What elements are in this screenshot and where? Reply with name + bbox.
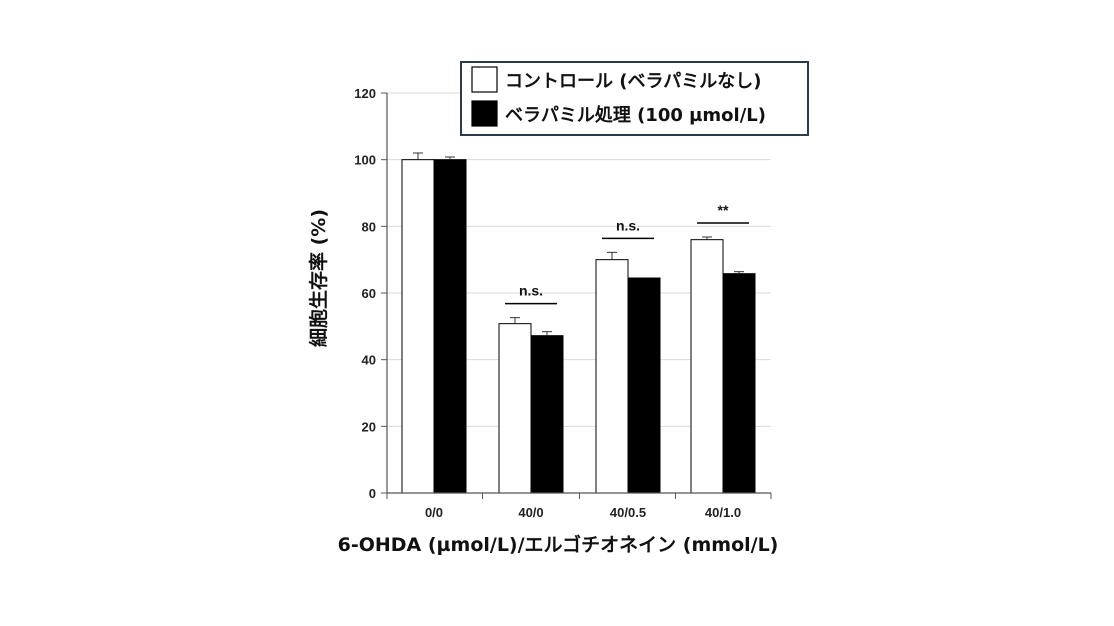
significance-annotations: n.s. n.s. ** — [505, 202, 749, 305]
error-bars — [413, 152, 744, 336]
legend-label: コントロール (ベラパミルなし) — [505, 71, 762, 92]
bar-verapamil — [530, 335, 564, 494]
x-tick-label: 0/0 — [425, 505, 443, 520]
legend-swatch — [471, 66, 498, 93]
bar-control — [498, 323, 532, 494]
bar-control — [401, 159, 435, 494]
significance-label: ** — [718, 202, 729, 218]
x-tick-label: 40/1.0 — [705, 505, 741, 520]
y-tick-label: 80 — [362, 219, 376, 234]
x-tick-label: 40/0.5 — [610, 505, 646, 520]
bar-verapamil — [433, 159, 467, 494]
y-tick-label: 120 — [354, 86, 376, 101]
legend-swatch — [471, 100, 498, 127]
significance-label: n.s. — [616, 217, 640, 233]
bar-verapamil — [627, 277, 661, 494]
y-tick-label: 0 — [369, 486, 376, 501]
y-tick-label: 20 — [362, 419, 376, 434]
bar-control — [595, 259, 629, 494]
legend: コントロール (ベラパミルなし) ベラパミル処理 (100 µmol/L) — [460, 61, 809, 136]
x-axis-title: 6-OHDA (µmol/L)/エルゴチオネイン (mmol/L) — [338, 533, 779, 556]
axes: 0 20 40 60 80 100 120 0/0 40/0 40/0.5 40/1.0 — [354, 86, 772, 520]
bars — [401, 159, 756, 494]
y-tick-label: 100 — [354, 153, 376, 168]
significance-label: n.s. — [519, 283, 543, 299]
y-axis-title: 細胞生存率 (%) — [307, 209, 330, 347]
y-tick-label: 60 — [362, 286, 376, 301]
bar-control — [690, 239, 724, 494]
x-tick-label: 40/0 — [518, 505, 543, 520]
bar-verapamil — [722, 273, 756, 494]
legend-frame — [460, 61, 809, 136]
y-tick-label: 40 — [362, 353, 376, 368]
legend-label: ベラパミル処理 (100 µmol/L) — [505, 104, 766, 126]
